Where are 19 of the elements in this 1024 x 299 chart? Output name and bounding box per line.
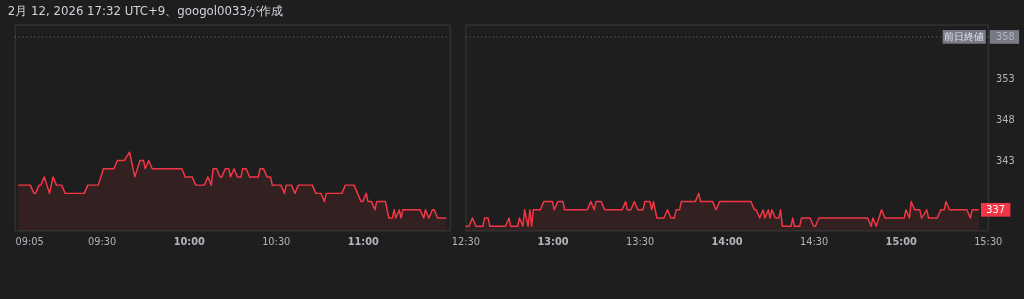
x-tick-label: 13:30 xyxy=(625,235,655,247)
x-tick-label: 09:05 xyxy=(15,235,44,247)
annotation: 337 xyxy=(986,203,1006,215)
x-tick-label: 14:00 xyxy=(711,235,743,247)
y-tick-label: 358 xyxy=(996,31,1015,43)
x-tick-label: 11:00 xyxy=(347,235,380,247)
x-tick-label: 10:30 xyxy=(262,235,291,247)
x-tick-label: 15:00 xyxy=(885,235,917,247)
y-tick-label: 343 xyxy=(996,154,1015,166)
x-tick-label: 09:30 xyxy=(88,235,117,247)
x-tick-label: 12:30 xyxy=(451,235,481,247)
y-tick-label: 348 xyxy=(996,113,1015,125)
x-tick-label: 10:00 xyxy=(173,235,205,247)
chart-title: 2月 12, 2026 17:32 UTC+9、googol0033が作成 xyxy=(7,4,283,19)
ref-line-label: 前日終値 xyxy=(944,30,985,42)
y-tick-label: 353 xyxy=(996,72,1015,84)
x-tick-label: 13:00 xyxy=(537,235,569,247)
x-tick-label: 14:30 xyxy=(800,235,829,247)
x-tick-label: 15:30 xyxy=(974,235,1003,247)
